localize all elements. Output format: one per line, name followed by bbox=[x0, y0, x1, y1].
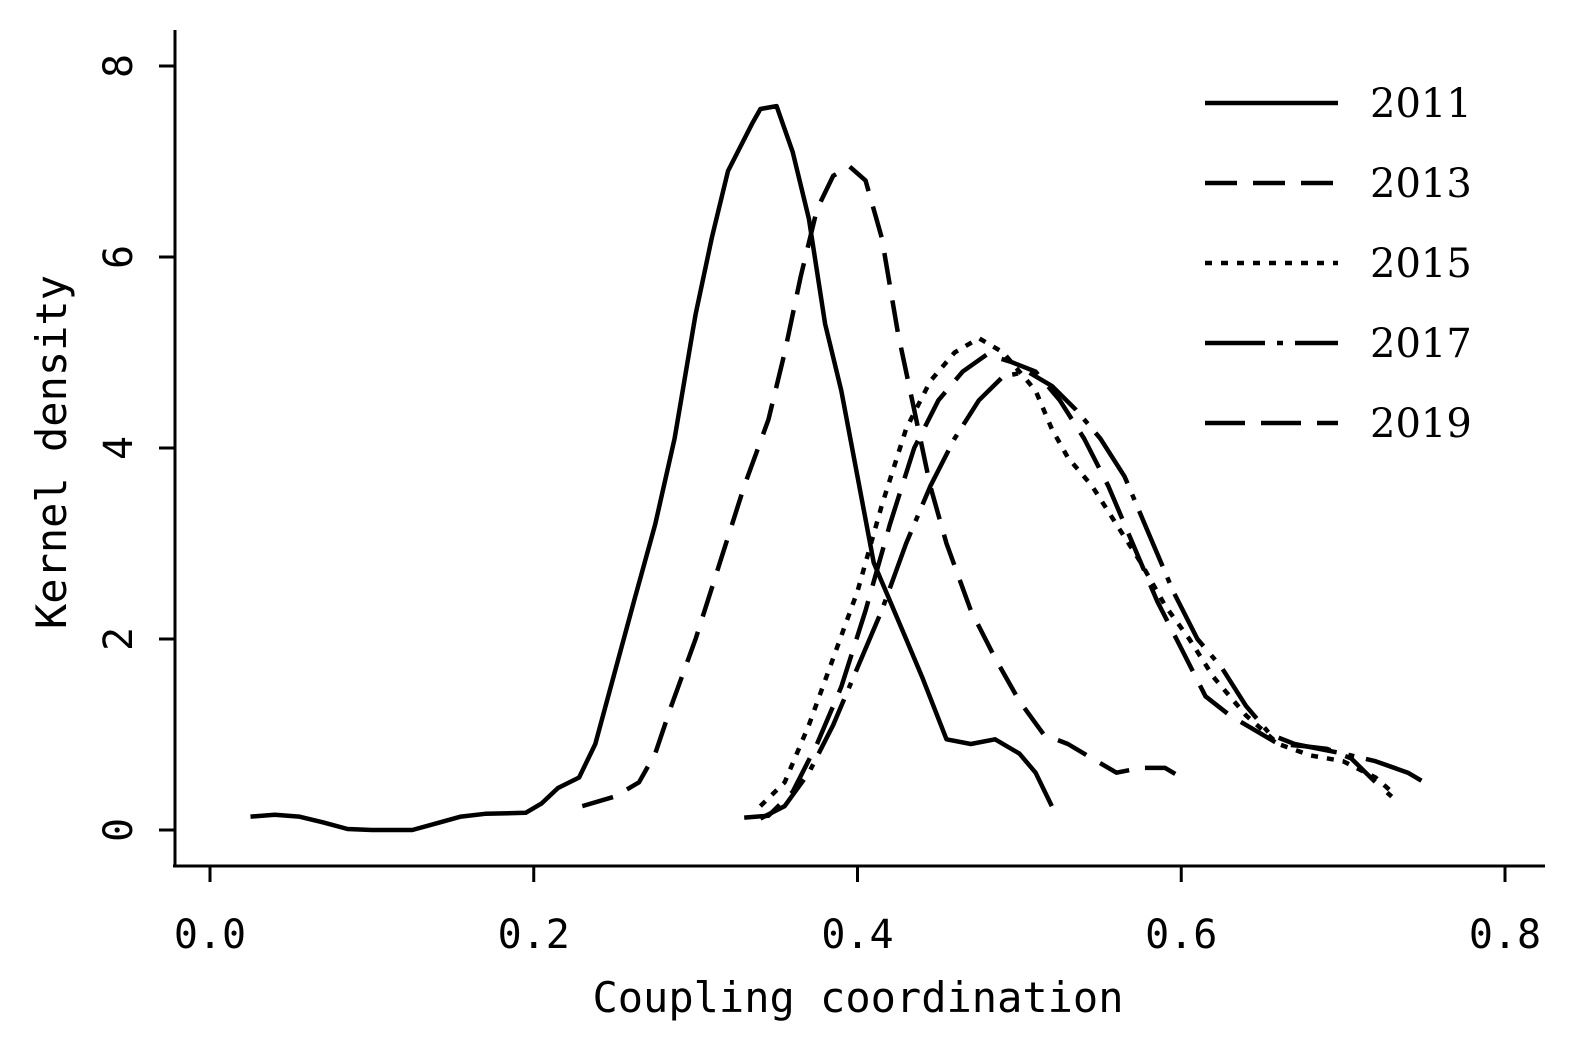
plot-axes bbox=[173, 30, 1545, 868]
x-tick-label: 0.0 bbox=[174, 912, 246, 958]
legend-label-2019: 2019 bbox=[1370, 401, 1472, 447]
density-curves bbox=[250, 103, 1426, 833]
series-2013-curve bbox=[581, 164, 1183, 809]
series-2017-curve bbox=[759, 369, 1426, 821]
y-tick-label: 0 bbox=[96, 818, 142, 842]
x-axis-ticks: 0.0 0.2 0.4 0.6 0.8 bbox=[174, 866, 1541, 958]
y-tick-label: 8 bbox=[96, 54, 142, 78]
y-axis-title: Kernel density bbox=[27, 275, 76, 629]
x-tick-label: 0.4 bbox=[821, 912, 893, 958]
legend-label-2017: 2017 bbox=[1370, 321, 1472, 367]
x-tick-label: 0.2 bbox=[498, 912, 570, 958]
x-tick-label: 0.6 bbox=[1145, 912, 1217, 958]
x-tick-label: 0.8 bbox=[1469, 912, 1541, 958]
y-axis-ticks: 0 2 4 6 8 bbox=[96, 54, 175, 842]
series-2011-curve bbox=[250, 103, 1054, 833]
y-tick-label: 4 bbox=[96, 436, 142, 460]
x-axis-title: Coupling coordination bbox=[592, 973, 1123, 1022]
legend: 2011 2013 2015 2017 2019 bbox=[1205, 81, 1472, 447]
legend-label-2015: 2015 bbox=[1370, 241, 1472, 287]
y-tick-label: 2 bbox=[96, 627, 142, 651]
legend-label-2013: 2013 bbox=[1370, 161, 1472, 207]
legend-label-2011: 2011 bbox=[1370, 81, 1472, 127]
y-tick-label: 6 bbox=[96, 245, 142, 269]
